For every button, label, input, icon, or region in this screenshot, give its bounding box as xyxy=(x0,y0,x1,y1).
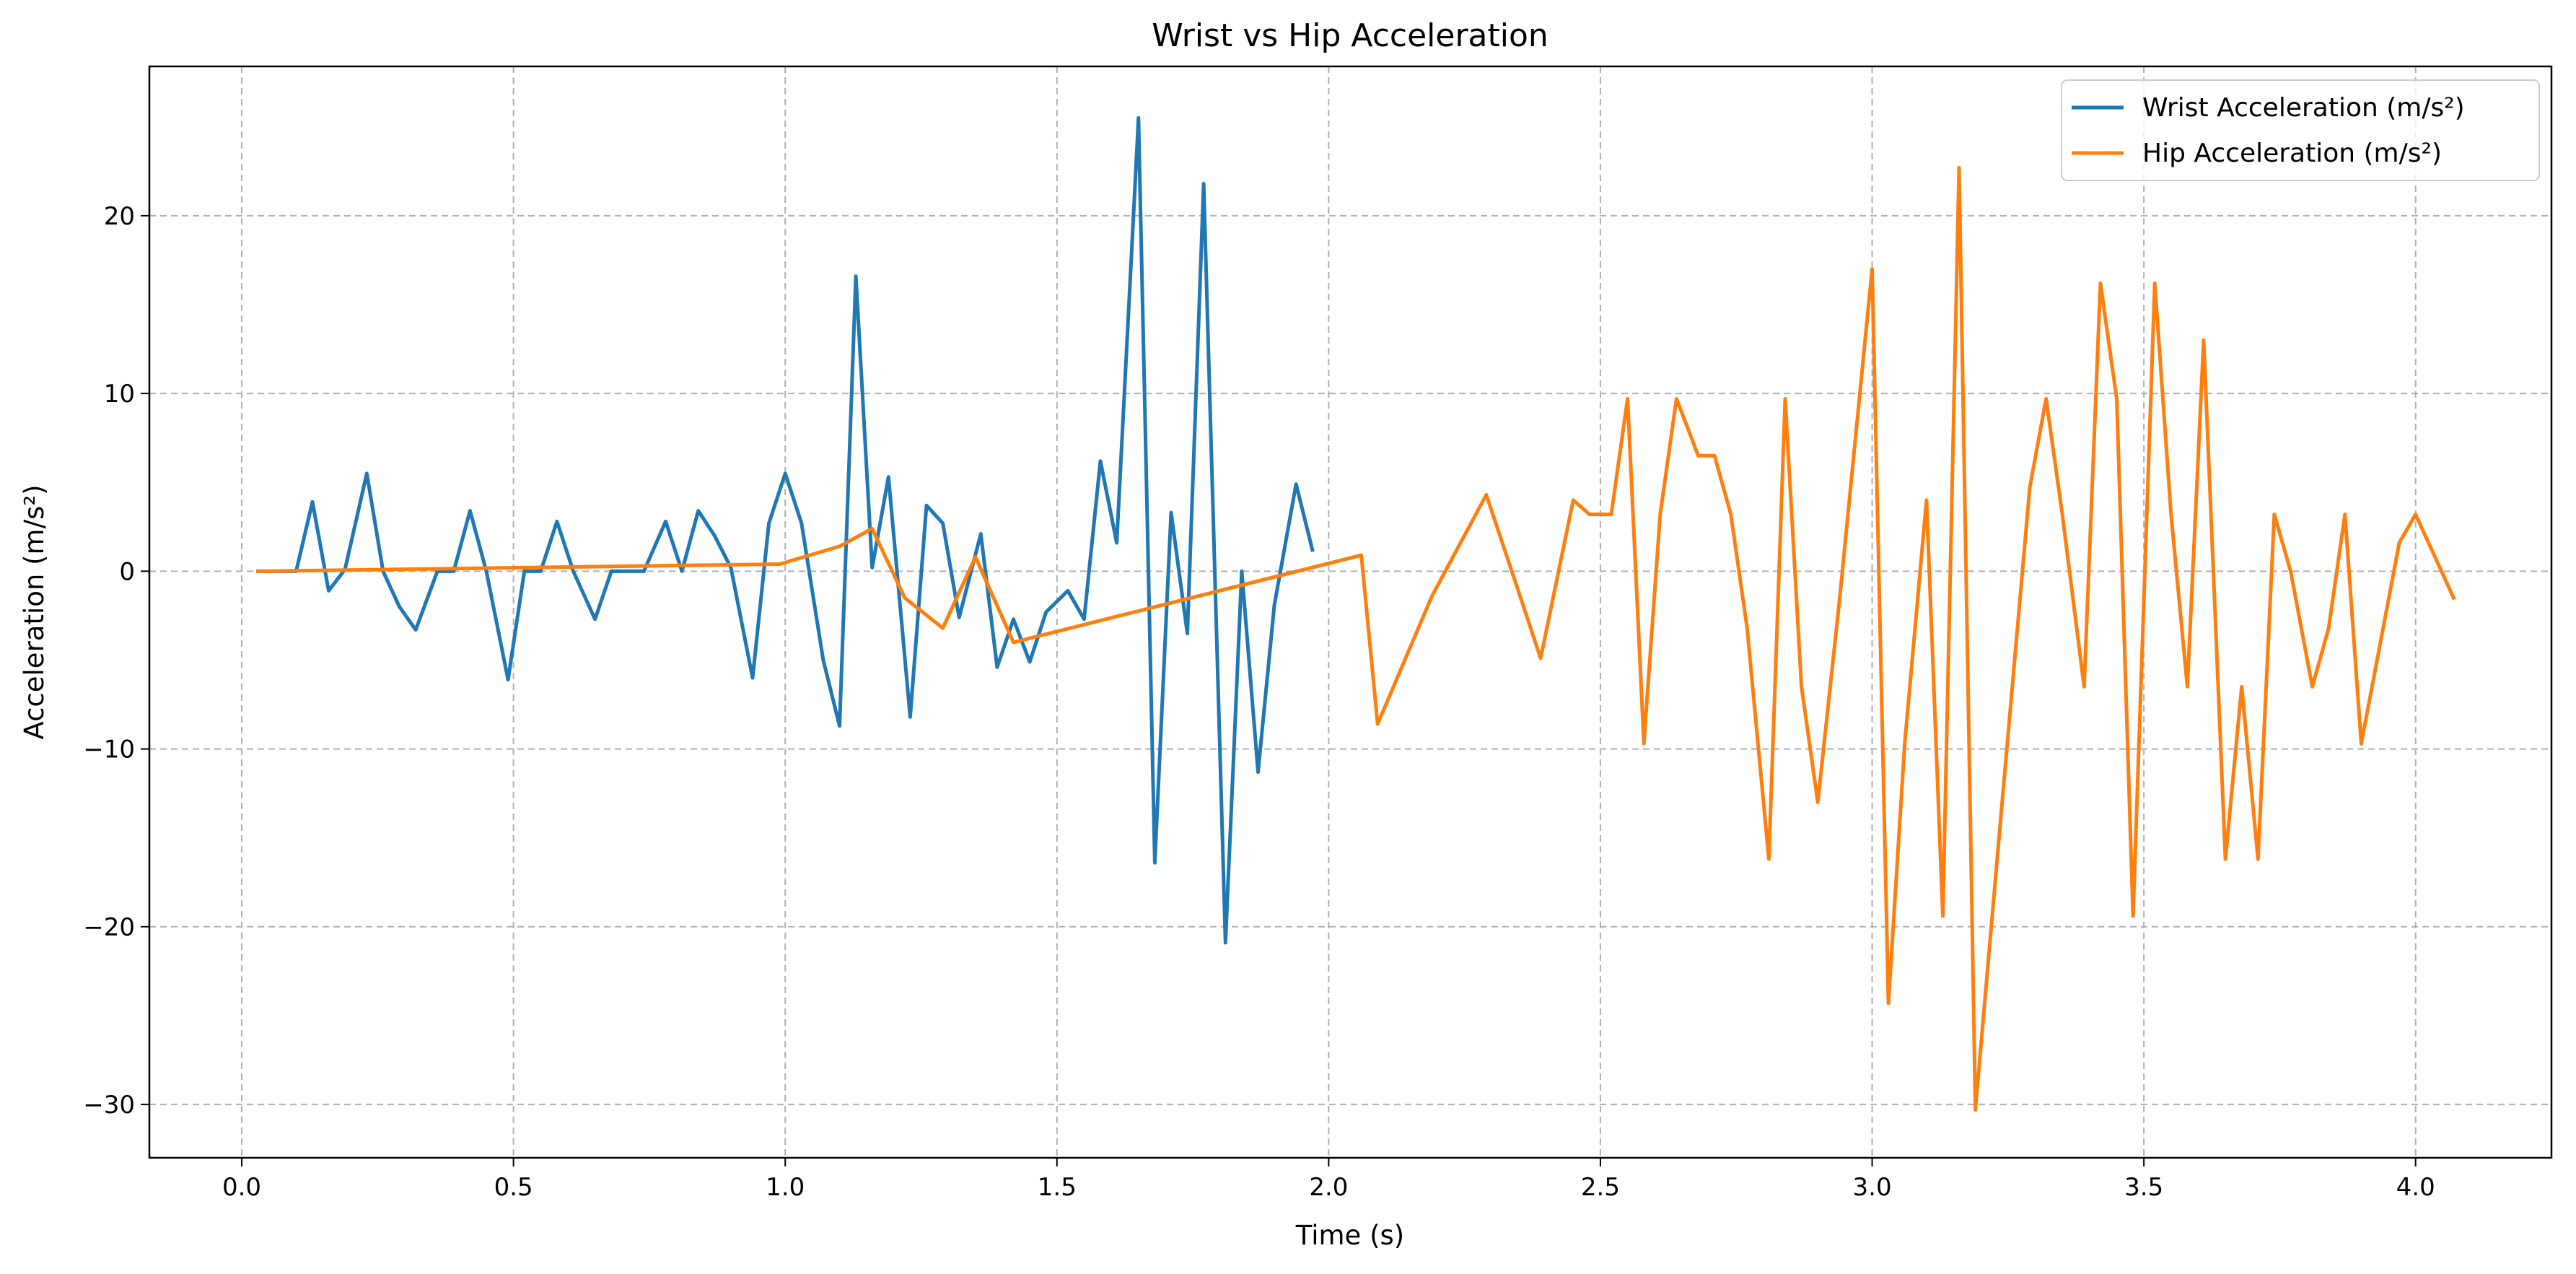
x-tick-label: 2.5 xyxy=(1581,1173,1620,1202)
chart-title: Wrist vs Hip Acceleration xyxy=(1152,17,1548,54)
y-tick-label: −10 xyxy=(83,736,135,764)
plot-area-frame xyxy=(148,65,2553,1159)
x-axis-label: Time (s) xyxy=(1295,1220,1404,1251)
x-tick-label: 0.0 xyxy=(222,1173,261,1202)
x-tick-label: 4.0 xyxy=(2396,1173,2435,1202)
y-axis-label: Acceleration (m/s²) xyxy=(19,484,50,739)
y-tick-label: −20 xyxy=(83,913,135,942)
series-line-1 xyxy=(256,165,2456,1112)
x-tick-label: 3.0 xyxy=(1853,1173,1892,1202)
x-tick-label: 1.5 xyxy=(1038,1173,1077,1202)
x-tick-label: 2.0 xyxy=(1309,1173,1348,1202)
y-axis: −30 −20 −10 0 10 20 xyxy=(83,202,149,1120)
legend-label-1: Hip Acceleration (m/s²) xyxy=(2142,139,2442,168)
x-axis: 0.0 0.5 1.0 1.5 2.0 2.5 3.0 3.5 4.0 xyxy=(222,1158,2435,1202)
y-tick-label: 0 xyxy=(119,557,135,586)
y-tick-label: −30 xyxy=(83,1091,135,1120)
y-tick-label: 10 xyxy=(104,380,135,409)
legend-box xyxy=(2061,79,2540,181)
series-line-0 xyxy=(256,115,1315,945)
legend: Wrist Acceleration (m/s²) Hip Acceleratio… xyxy=(2061,79,2540,181)
x-tick-label: 1.0 xyxy=(766,1173,805,1202)
legend-label-0: Wrist Acceleration (m/s²) xyxy=(2142,93,2465,123)
x-tick-label: 3.5 xyxy=(2124,1173,2163,1202)
y-tick-label: 20 xyxy=(104,202,135,231)
series-lines xyxy=(256,115,2456,1112)
grid xyxy=(149,66,2551,1158)
x-tick-label: 0.5 xyxy=(494,1173,533,1202)
